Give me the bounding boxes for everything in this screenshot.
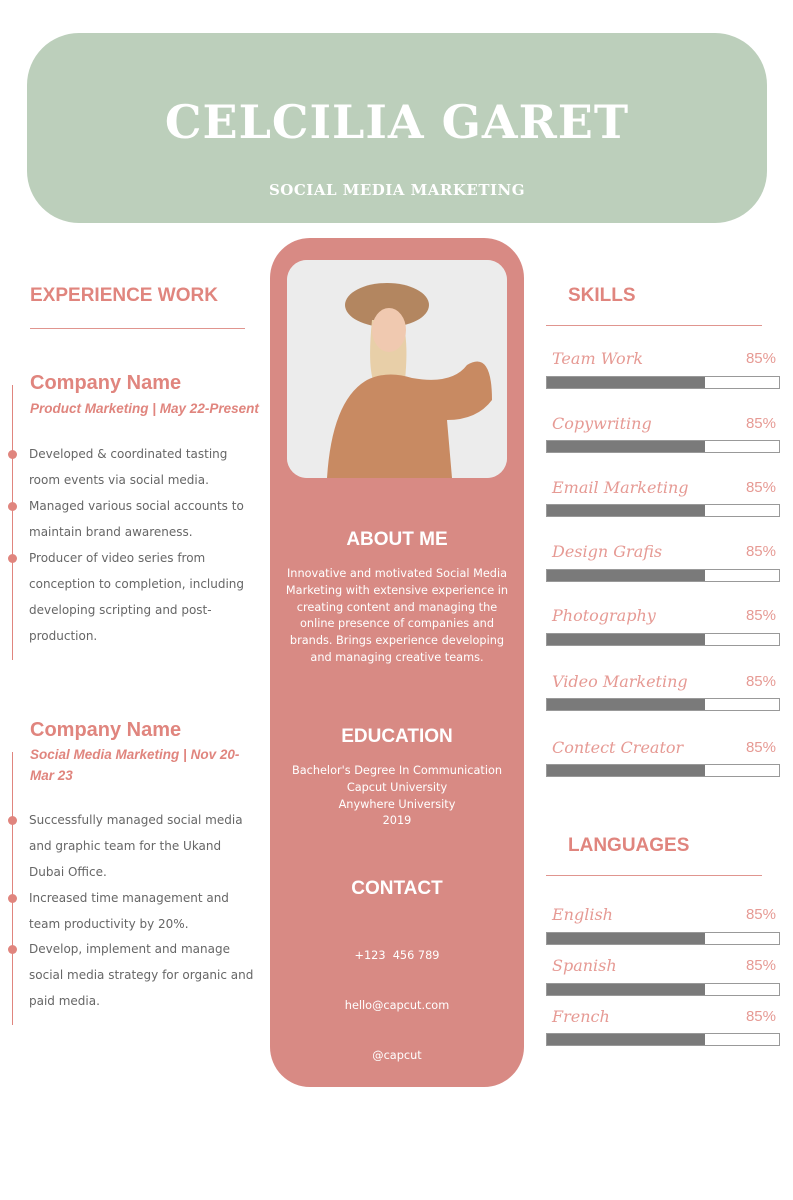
language-progress-fill xyxy=(547,1034,705,1045)
skill-percent: 85% xyxy=(745,607,776,624)
header-banner: CELCILIA GARET SOCIAL MEDIA MARKETING xyxy=(27,33,767,223)
skill-label: Copywriting xyxy=(552,414,652,433)
job-subtitle: Social Media Marketing | Nov 20-Mar 23 xyxy=(30,747,240,783)
skill-progress-bar xyxy=(546,764,780,777)
timeline-line xyxy=(12,385,13,660)
candidate-name: CELCILIA GARET xyxy=(164,95,630,149)
skill-label: Design Grafis xyxy=(552,542,663,561)
skill-percent: 85% xyxy=(745,673,776,690)
skill-progress-bar xyxy=(546,504,780,517)
skill-progress-fill xyxy=(547,765,705,776)
job-bullet: Managed various social accounts to maint… xyxy=(29,499,244,539)
skill-label: Video Marketing xyxy=(552,672,688,691)
skill-progress-bar xyxy=(546,376,780,389)
language-progress-bar xyxy=(546,983,780,996)
skill-progress-fill xyxy=(547,699,705,710)
language-progress-bar xyxy=(546,1033,780,1046)
language-label: English xyxy=(552,905,613,924)
job-bullet: Increased time management and team produ… xyxy=(29,891,229,931)
candidate-role: SOCIAL MEDIA MARKETING xyxy=(268,181,526,199)
education-degree: Bachelor's Degree In Communication xyxy=(291,764,503,777)
skill-progress-fill xyxy=(547,505,705,516)
bullet-dot-icon xyxy=(8,945,17,954)
language-percent: 85% xyxy=(745,906,776,923)
experience-title: EXPERIENCE WORK xyxy=(30,285,218,306)
job-company: Company Name xyxy=(30,719,182,741)
bullet-dot-icon xyxy=(8,554,17,563)
language-percent: 85% xyxy=(745,957,776,974)
education-list: Bachelor's Degree In Communication Capcu… xyxy=(284,763,510,830)
language-progress-fill xyxy=(547,984,705,995)
job-bullet: Develop, implement and manage social med… xyxy=(29,942,254,1008)
education-school: Capcut University xyxy=(346,780,448,794)
contact-list: +123 456 789 hello@capcut.com @capcut 12… xyxy=(284,914,510,1200)
bullet-dot-icon xyxy=(8,502,17,511)
bullet-dot-icon xyxy=(8,450,17,459)
skill-progress-fill xyxy=(547,377,705,388)
center-panel: ABOUT ME Innovative and motivated Social… xyxy=(270,238,524,1163)
timeline-line xyxy=(12,752,13,1025)
education-year: 2019 xyxy=(382,814,412,828)
divider xyxy=(30,328,245,329)
skill-progress-fill xyxy=(547,634,705,645)
skill-label: Photography xyxy=(552,606,656,625)
skill-progress-bar xyxy=(546,569,780,582)
contact-city: Anywhere City, ST 1234 xyxy=(329,1150,465,1164)
profile-photo xyxy=(287,260,507,478)
job-bullet: Successfully managed social media and gr… xyxy=(29,813,243,879)
job-company: Company Name xyxy=(30,372,182,394)
skill-progress-bar xyxy=(546,633,780,646)
contact-address: 123 Anywhere St., xyxy=(345,1099,449,1113)
skill-percent: 85% xyxy=(745,415,776,432)
skill-label: Email Marketing xyxy=(552,478,689,497)
skills-title: SKILLS xyxy=(568,285,636,306)
bullet-dot-icon xyxy=(8,816,17,825)
skill-progress-bar xyxy=(546,698,780,711)
education-location: Anywhere University xyxy=(338,797,456,811)
skill-label: Team Work xyxy=(552,349,644,368)
skill-percent: 85% xyxy=(745,479,776,496)
job-subtitle: Product Marketing | May 22-Present xyxy=(30,401,259,416)
contact-phone: +123 456 789 xyxy=(354,948,440,962)
skill-progress-fill xyxy=(547,570,705,581)
bullet-dot-icon xyxy=(8,894,17,903)
skill-progress-bar xyxy=(546,440,780,453)
contact-handle: @capcut xyxy=(372,1049,422,1063)
divider xyxy=(546,325,762,326)
contact-email: hello@capcut.com xyxy=(344,998,450,1012)
contact-title: CONTACT xyxy=(351,878,443,899)
skill-label: Contect Creator xyxy=(552,738,684,757)
language-label: French xyxy=(552,1007,610,1026)
job-bullet: Producer of video series from conception… xyxy=(29,551,245,643)
about-text: Innovative and motivated Social Media Ma… xyxy=(285,567,509,664)
skill-percent: 85% xyxy=(745,739,776,756)
language-progress-fill xyxy=(547,933,705,944)
language-label: Spanish xyxy=(552,956,617,975)
skill-percent: 85% xyxy=(745,543,776,560)
skill-percent: 85% xyxy=(745,350,776,367)
language-percent: 85% xyxy=(745,1008,776,1025)
job-bullet: Developed & coordinated tasting room eve… xyxy=(29,447,228,487)
languages-title: LANGUAGES xyxy=(568,835,690,856)
language-progress-bar xyxy=(546,932,780,945)
divider xyxy=(546,875,762,876)
skill-progress-fill xyxy=(547,441,705,452)
education-title: EDUCATION xyxy=(341,726,453,747)
about-title: ABOUT ME xyxy=(346,529,448,550)
